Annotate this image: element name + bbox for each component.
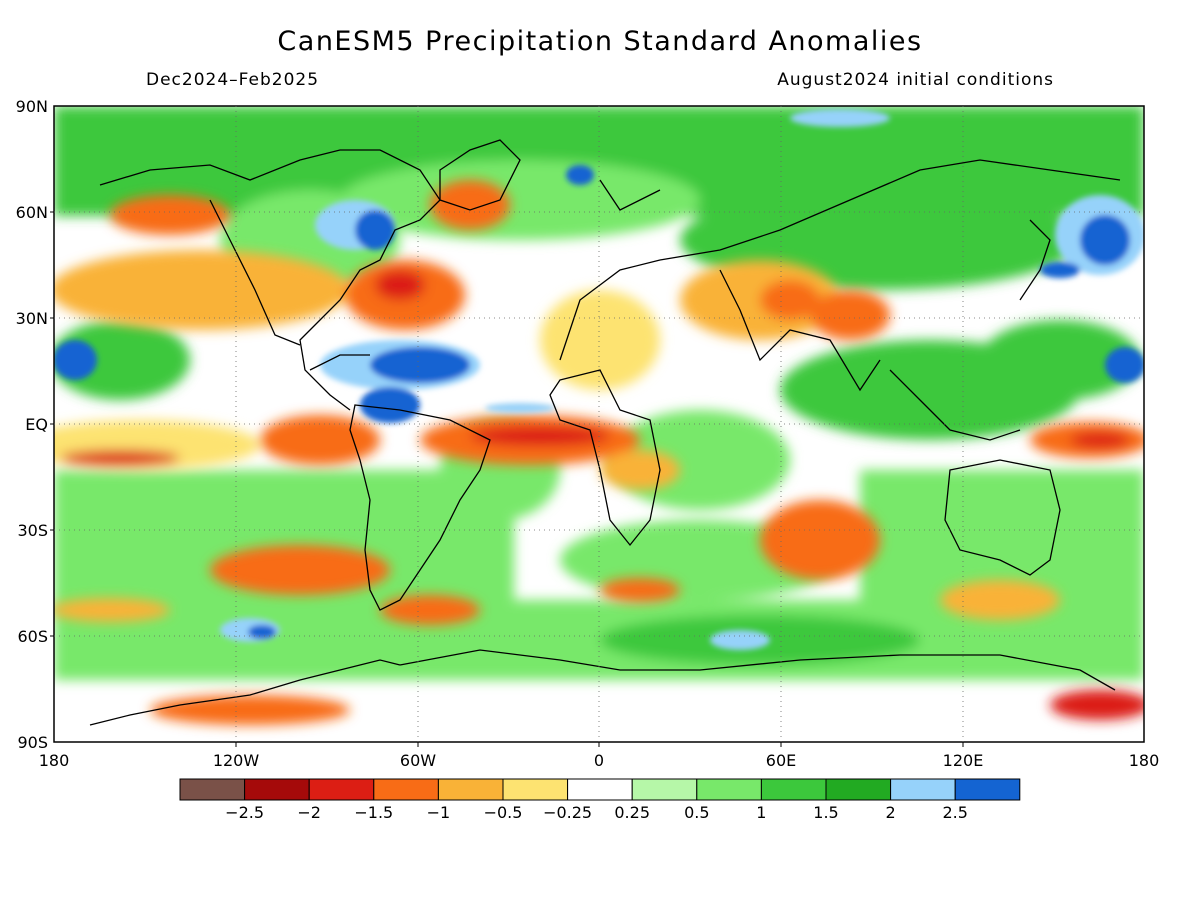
map-title: CanESM5 Precipitation Standard Anomalies: [277, 26, 923, 57]
colorbar-label: −0.5: [484, 803, 523, 822]
anomaly-field: [54, 106, 1144, 742]
colorbar: −2.5 −2 −1.5 −1 −0.5 −0.25 0.25 0.5 1 1.5 2 2.5: [179, 778, 1021, 822]
colorbar-label: 1.5: [813, 803, 838, 822]
lon-label: 60E: [766, 751, 796, 770]
colorbar-label: −2.5: [225, 803, 264, 822]
colorbar-swatch: [437, 778, 504, 801]
colorbar-swatch: [308, 778, 375, 801]
colorbar-label: 2: [886, 803, 896, 822]
coastlines: [89, 139, 1121, 726]
lon-label: 120E: [943, 751, 984, 770]
lon-label: 180: [39, 751, 70, 770]
colorbar-label: 0.5: [684, 803, 709, 822]
colorbar-swatch: [373, 778, 439, 801]
colorbar-swatch: [179, 778, 246, 801]
lon-tick-labels: 180 120W 60W 0 60E 120E 180: [39, 751, 1160, 770]
colorbar-label: 1: [756, 803, 766, 822]
period-label: Dec2024–Feb2025: [146, 70, 320, 90]
colorbar-label: 0.25: [614, 803, 650, 822]
lon-label: 0: [594, 751, 604, 770]
graticule: [54, 106, 1144, 742]
lat-label: 90N: [16, 97, 48, 116]
lon-label: 120W: [213, 751, 260, 770]
lat-label: 90S: [17, 733, 48, 752]
lat-label: 30N: [16, 309, 48, 328]
colorbar-label: −0.25: [543, 803, 592, 822]
colorbar-swatch: [954, 778, 1021, 801]
lat-label: 30S: [17, 521, 48, 540]
colorbar-label: −2: [297, 803, 321, 822]
colorbar-swatch: [696, 778, 762, 801]
colorbar-swatch: [244, 778, 310, 801]
lat-label: EQ: [25, 415, 48, 434]
lat-label: 60N: [16, 203, 48, 222]
lon-label: 60W: [400, 751, 436, 770]
colorbar-label: 2.5: [942, 803, 967, 822]
colorbar-label: −1.5: [354, 803, 393, 822]
colorbar-swatch: [890, 778, 956, 801]
colorbar-label: −1: [427, 803, 451, 822]
lat-label: 60S: [17, 627, 48, 646]
colorbar-swatch: [567, 778, 633, 801]
init-label: August2024 initial conditions: [777, 70, 1054, 90]
colorbar-swatch: [760, 778, 827, 801]
colorbar-swatch: [631, 778, 698, 801]
lon-label: 180: [1129, 751, 1160, 770]
lat-tick-labels: 90N 60N 30N EQ 30S 60S 90S: [16, 97, 48, 752]
colorbar-swatch: [502, 778, 569, 801]
colorbar-swatch: [825, 778, 892, 801]
